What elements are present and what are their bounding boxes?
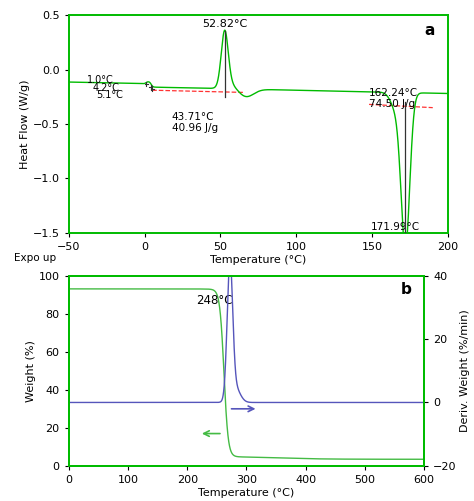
Text: 74.50 J/g: 74.50 J/g (369, 99, 415, 109)
Text: 1.0°C: 1.0°C (87, 75, 114, 85)
Text: a: a (424, 23, 435, 38)
Y-axis label: Weight (%): Weight (%) (26, 340, 36, 402)
Text: 43.71°C: 43.71°C (172, 112, 214, 122)
Y-axis label: Deriv. Weight (%/min): Deriv. Weight (%/min) (459, 309, 470, 432)
Text: 162.24°C: 162.24°C (369, 88, 418, 98)
Text: 5.1°C: 5.1°C (96, 90, 123, 100)
X-axis label: Temperature (°C): Temperature (°C) (210, 255, 307, 265)
Y-axis label: Heat Flow (W/g): Heat Flow (W/g) (20, 79, 30, 169)
Text: b: b (401, 282, 412, 297)
Text: 248°C: 248°C (196, 294, 233, 307)
Text: 40.96 J/g: 40.96 J/g (172, 123, 218, 133)
Text: 171.99°C: 171.99°C (371, 222, 419, 232)
Text: 4.2°C: 4.2°C (93, 83, 120, 93)
X-axis label: Temperature (°C): Temperature (°C) (198, 488, 295, 497)
Text: Expo up: Expo up (14, 253, 56, 263)
Text: 52.82°C: 52.82°C (202, 19, 247, 29)
